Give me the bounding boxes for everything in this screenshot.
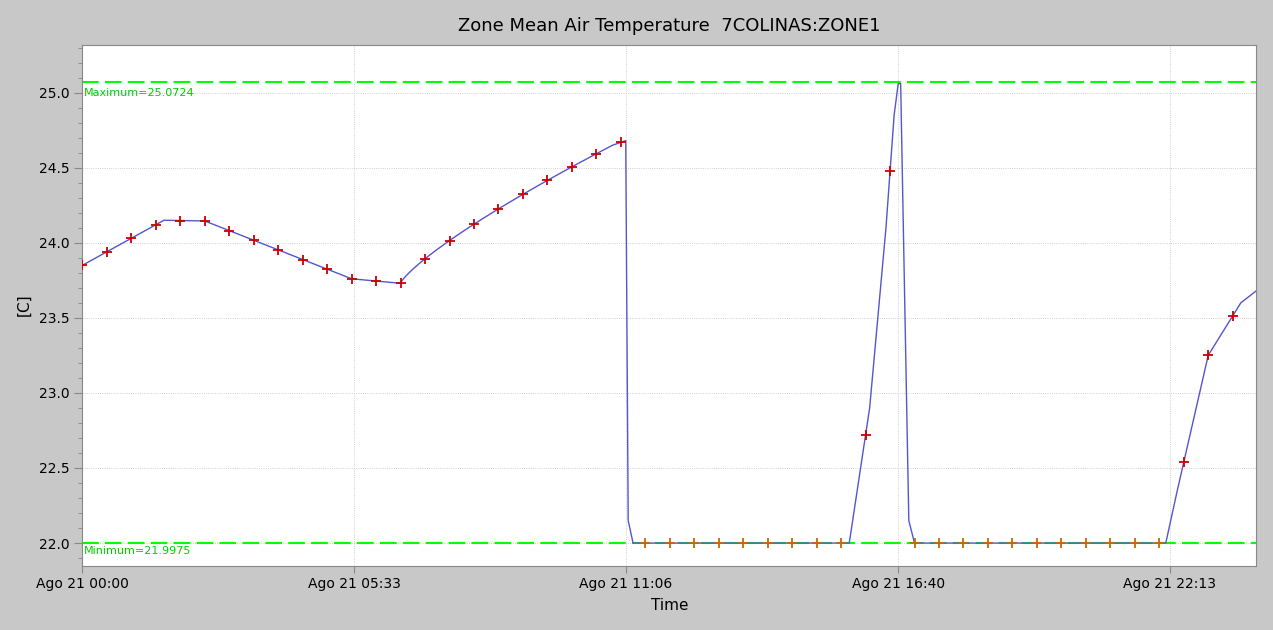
X-axis label: Time: Time xyxy=(651,598,689,614)
Text: Minimum=21.9975: Minimum=21.9975 xyxy=(84,546,191,556)
Text: Maximum=25.0724: Maximum=25.0724 xyxy=(84,88,195,98)
Y-axis label: [C]: [C] xyxy=(17,294,32,316)
Title: Zone Mean Air Temperature  7COLINAS:ZONE1: Zone Mean Air Temperature 7COLINAS:ZONE1 xyxy=(458,16,881,35)
